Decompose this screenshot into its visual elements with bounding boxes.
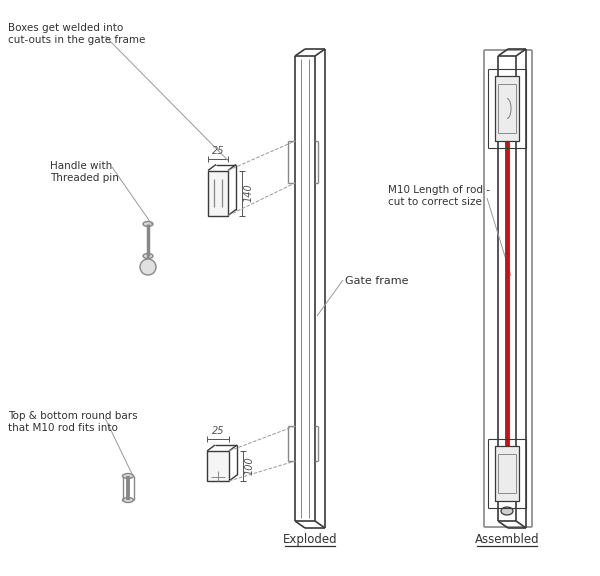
Bar — [495, 76, 519, 141]
Bar — [208, 170, 228, 215]
Ellipse shape — [122, 498, 133, 502]
Ellipse shape — [143, 222, 153, 226]
Ellipse shape — [501, 507, 513, 515]
Ellipse shape — [143, 253, 153, 259]
Text: Handle with
Threaded pin: Handle with Threaded pin — [50, 161, 119, 183]
Text: 25: 25 — [212, 426, 224, 436]
Text: Top & bottom round bars
that M10 rod fits into: Top & bottom round bars that M10 rod fit… — [8, 411, 137, 433]
Text: M10 Length of rod -
cut to correct size: M10 Length of rod - cut to correct size — [388, 185, 490, 207]
Bar — [207, 451, 229, 481]
Bar — [495, 446, 519, 501]
Circle shape — [140, 259, 156, 275]
Text: Gate frame: Gate frame — [345, 276, 409, 286]
Text: 140: 140 — [244, 184, 254, 202]
Text: 100: 100 — [245, 457, 255, 475]
Text: Boxes get welded into
cut-outs in the gate frame: Boxes get welded into cut-outs in the ga… — [8, 23, 145, 44]
Ellipse shape — [122, 473, 133, 479]
Text: Exploded: Exploded — [283, 533, 337, 546]
Text: 25: 25 — [212, 146, 224, 156]
Text: Assembled: Assembled — [475, 533, 539, 546]
